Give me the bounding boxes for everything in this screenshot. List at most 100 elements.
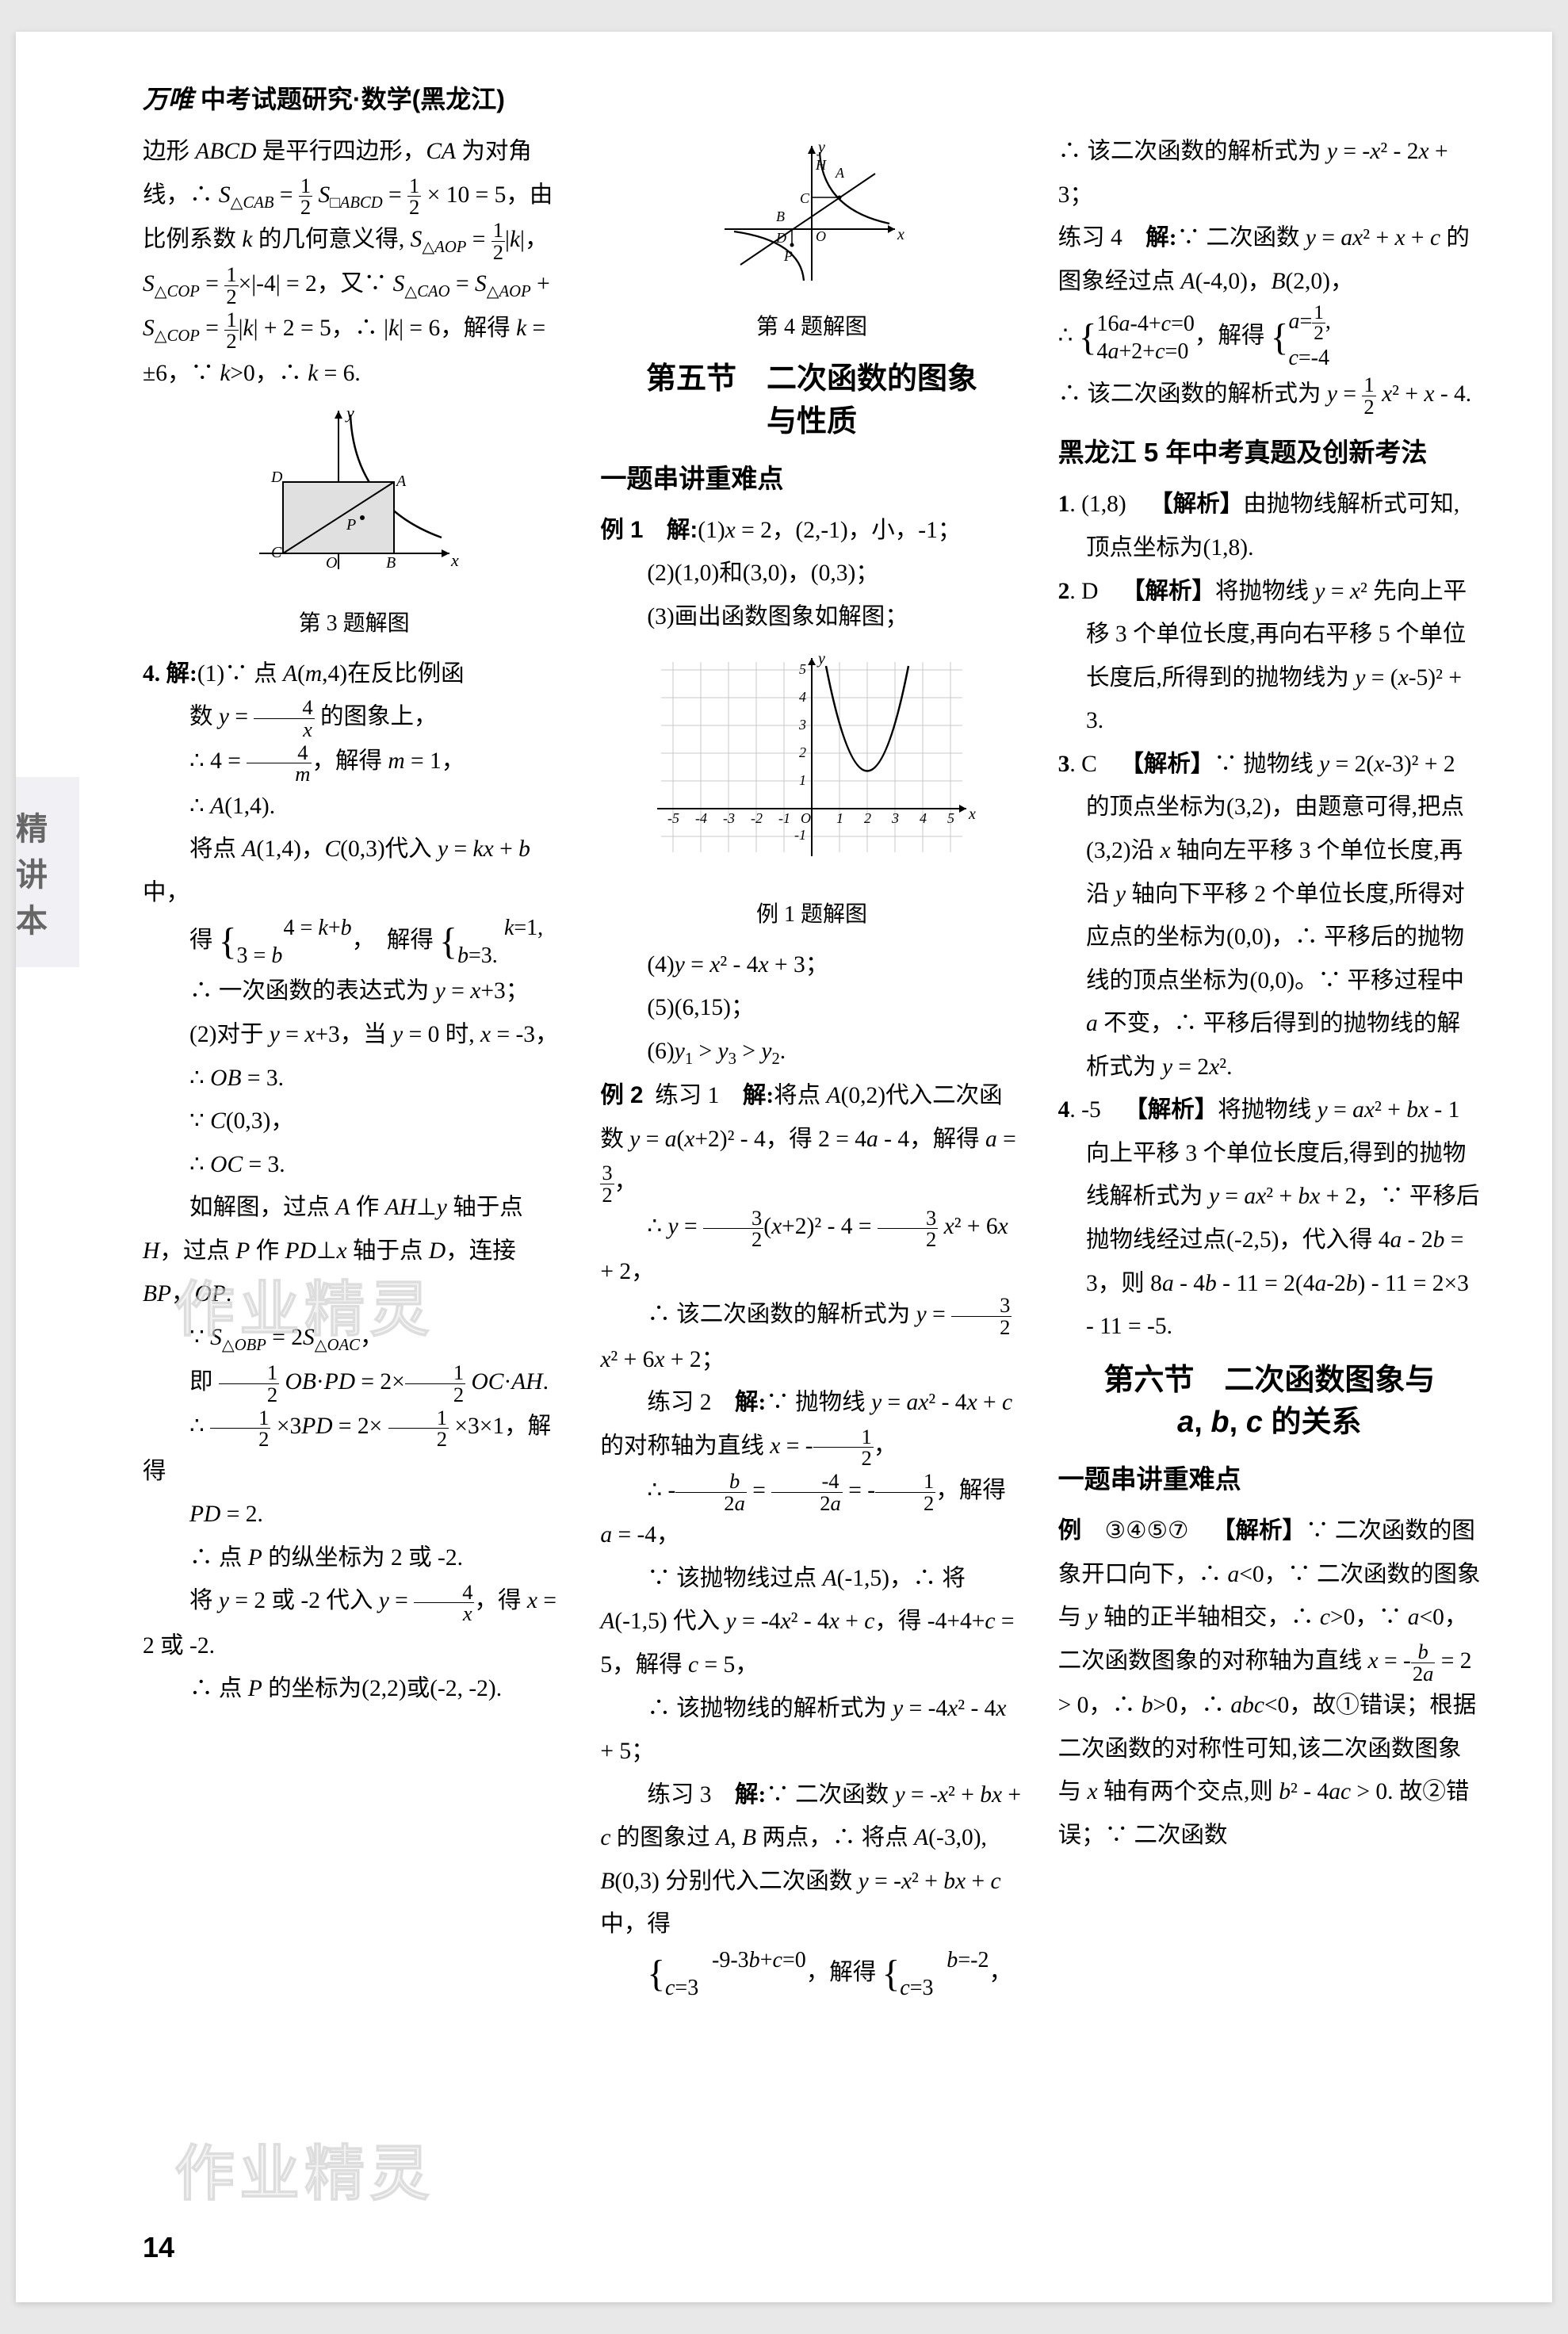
q4-line4: ∴ A(1,4).: [143, 785, 565, 828]
ex2p3b: {-9-3b+c=0c=3，解得 {b=-2c=3，: [600, 1946, 1023, 2002]
fig3-svg: x y O A B C D P: [243, 403, 465, 585]
svg-text:-1: -1: [778, 810, 790, 826]
column-3: ∴ 该二次函数的解析式为 y = -x² - 2x + 3； 练习 4 解:∵ …: [1058, 130, 1481, 2002]
q4-line9: ∴ OB = 3.: [143, 1057, 565, 1100]
svg-text:1: 1: [836, 810, 843, 826]
c1-p1: 边形 ABCD 是平行四边形，CA 为对角线，∴ S△CAB = 12 S□AB…: [143, 130, 565, 395]
sub-title-1: 一题串讲重难点: [600, 454, 1023, 503]
column-1: 边形 ABCD 是平行四边形，CA 为对角线，∴ S△CAB = 12 S□AB…: [143, 130, 565, 2002]
page-number: 14: [143, 2231, 174, 2264]
figure-3: x y O A B C D P: [143, 403, 565, 600]
svg-text:P: P: [346, 516, 356, 534]
q4-line15: ∴ 12 ×3PD = 2× 12 ×3×1，解得: [143, 1405, 565, 1493]
q4-line5: 将点 A(1,4)，C(0,3)代入 y = kx + b 中，: [143, 828, 565, 914]
ex1-figure: x y -5-4-3 -2-1 O 123 45 123 45 -1: [600, 646, 1023, 891]
header-title: 中考试题研究·数学(黑龙江): [201, 85, 505, 113]
svg-text:y: y: [345, 403, 354, 423]
svg-text:H: H: [815, 157, 827, 173]
svg-text:C: C: [800, 190, 810, 206]
ex2-c: ∴ 该二次函数的解析式为 y = 32 x² + 6x + 2；: [600, 1293, 1023, 1381]
ex2p2c: ∵ 该抛物线过点 A(-1,5)，∴ 将 A(-1,5) 代入 y = -4x²…: [600, 1557, 1023, 1687]
ex2-b: ∴ y = 32(x+2)² - 4 = 32 x² + 6x + 2，: [600, 1205, 1023, 1293]
content-columns: 边形 ABCD 是平行四边形，CA 为对角线，∴ S△CAB = 12 S□AB…: [143, 130, 1481, 2002]
c3-p2: 练习 4 解:∵ 二次函数 y = ax² + x + c 的图象经过点 A(-…: [1058, 216, 1481, 303]
column-2: x y O A B C D H P 第 4: [600, 130, 1023, 2002]
c3-q4: 4. -5 【解析】将抛物线 y = ax² + bx - 1 向上平移 3 个…: [1058, 1089, 1481, 1348]
c3-p4: ∴ 该二次函数的解析式为 y = 12 x² + x - 4.: [1058, 373, 1481, 417]
svg-text:y: y: [817, 650, 825, 668]
svg-text:x: x: [450, 550, 459, 570]
svg-text:C: C: [271, 544, 282, 561]
watermark-2: 作业精灵: [174, 2125, 434, 2212]
q4-line10: ∵ C(0,3)，: [143, 1100, 565, 1143]
svg-text:A: A: [395, 473, 407, 490]
ex1-4: (4)y = x² - 4x + 3；: [600, 943, 1023, 987]
q4-line12: 如解图，过点 A 作 AH⊥y 轴于点 H，过点 P 作 PD⊥x 轴于点 D，…: [143, 1186, 565, 1316]
brand: 万唯: [143, 85, 193, 113]
side-tab: 精讲本: [16, 777, 79, 967]
svg-text:1: 1: [799, 772, 806, 788]
ex1-caption: 例 1 题解图: [600, 894, 1023, 936]
svg-text:D: D: [775, 230, 786, 246]
section-6-title: 第六节 二次函数图象与a, b, c 的关系: [1058, 1360, 1481, 1444]
ex1-3: (3)画出函数图象如解图；: [600, 595, 1023, 639]
ex1-5: (5)(6,15)；: [600, 986, 1023, 1030]
ex1-6: (6)y1 > y3 > y2.: [600, 1030, 1023, 1074]
ex2p2: 练习 2 解:∵ 抛物线 y = ax² - 4x + c 的对称轴为直线 x …: [600, 1381, 1023, 1469]
sub-title-3: 一题串讲重难点: [1058, 1455, 1481, 1503]
svg-text:-1: -1: [794, 827, 806, 843]
c3-ex: 例 ③④⑤⑦ 【解析】∵ 二次函数的图象开口向下，∴ a<0，∵ 二次函数的图象…: [1058, 1509, 1481, 1857]
ex1-2: (2)(1,0)和(3,0)，(0,3)；: [600, 552, 1023, 595]
side-tab-text: 精讲本: [16, 803, 79, 941]
svg-text:D: D: [270, 469, 283, 486]
svg-text:B: B: [386, 554, 396, 572]
q4-line16: ∴ 点 P 的纵坐标为 2 或 -2.: [143, 1536, 565, 1580]
q4-line2: 数 y = 4x 的图象上，: [143, 695, 565, 740]
page: 精讲本 万唯 中考试题研究·数学(黑龙江) 边形 ABCD 是平行四边形，CA …: [16, 32, 1552, 2302]
ex2p2d: ∴ 该抛物线的解析式为 y = -4x² - 4x + 5；: [600, 1687, 1023, 1773]
q4-line11: ∴ OC = 3.: [143, 1143, 565, 1187]
svg-text:-2: -2: [751, 810, 763, 826]
section-5-title: 第五节 二次函数的图象与性质: [600, 358, 1023, 442]
q4-line15b: PD = 2.: [143, 1493, 565, 1536]
svg-text:3: 3: [798, 717, 806, 733]
ex2p3: 练习 3 解:∵ 二次函数 y = -x² + bx + c 的图象过 A, B…: [600, 1773, 1023, 1946]
q4-line13: ∵ S△OBP = 2S△OAC，: [143, 1316, 565, 1360]
page-header: 万唯 中考试题研究·数学(黑龙江): [143, 79, 1481, 116]
c3-p3: ∴ {16a-4+c=04a+2+c=0，解得 {a=12,c=-4: [1058, 303, 1481, 373]
svg-text:4: 4: [799, 689, 806, 705]
svg-text:5: 5: [799, 661, 806, 677]
fig4-caption: 第 4 题解图: [600, 307, 1023, 348]
svg-text:O: O: [816, 228, 826, 244]
svg-text:-5: -5: [667, 810, 679, 826]
svg-text:-3: -3: [723, 810, 735, 826]
q4-line14: 即 12 OB·PD = 2×12 OC·AH.: [143, 1360, 565, 1405]
ex1-svg: x y -5-4-3 -2-1 O 123 45 123 45 -1: [645, 646, 978, 876]
ex2: 例 2 练习 1 解:将点 A(0,2)代入二次函数 y = a(x+2)² -…: [600, 1074, 1023, 1205]
svg-text:O: O: [326, 554, 337, 572]
q4-line3: ∴ 4 = 4m，解得 m = 1，: [143, 740, 565, 784]
fig3-caption: 第 3 题解图: [143, 603, 565, 645]
svg-text:y: y: [817, 139, 825, 156]
c3-q2: 2. D 【解析】将抛物线 y = x² 先向上平移 3 个单位长度,再向右平移…: [1058, 570, 1481, 743]
c3-q3: 3. C 【解析】∵ 抛物线 y = 2(x-3)² + 2 的顶点坐标为(3,…: [1058, 743, 1481, 1089]
figure-4: x y O A B C D H P: [600, 138, 1023, 304]
q4-line8: (2)对于 y = x+3，当 y = 0 时, x = -3，: [143, 1013, 565, 1057]
q4: 4. 解:(1)∵ 点 A(m,4)在反比例函: [143, 652, 565, 696]
svg-text:-4: -4: [695, 810, 707, 826]
ex1: 例 1 解:(1)x = 2，(2,-1)，小，-1；: [600, 509, 1023, 553]
c3-p1: ∴ 该二次函数的解析式为 y = -x² - 2x + 3；: [1058, 130, 1481, 216]
svg-text:5: 5: [947, 810, 954, 826]
q4-line17: 将 y = 2 或 -2 代入 y = 4x，得 x = 2 或 -2.: [143, 1579, 565, 1667]
q4-line6: 得 {4 = k+b3 = b， 解得 {k=1,b=3.: [143, 914, 565, 970]
svg-text:P: P: [783, 248, 793, 264]
svg-text:A: A: [835, 165, 845, 181]
svg-text:B: B: [776, 209, 785, 224]
c3-q1: 1. (1,8) 【解析】由抛物线解析式可知,顶点坐标为(1,8).: [1058, 483, 1481, 569]
fig4-svg: x y O A B C D H P: [717, 138, 907, 289]
svg-text:O: O: [801, 810, 811, 826]
sub-title-2: 黑龙江 5 年中考真题及创新考法: [1058, 428, 1481, 476]
q4-line7: ∴ 一次函数的表达式为 y = x+3；: [143, 970, 565, 1013]
svg-text:2: 2: [799, 744, 806, 760]
q4-line18: ∴ 点 P 的坐标为(2,2)或(-2, -2).: [143, 1667, 565, 1711]
